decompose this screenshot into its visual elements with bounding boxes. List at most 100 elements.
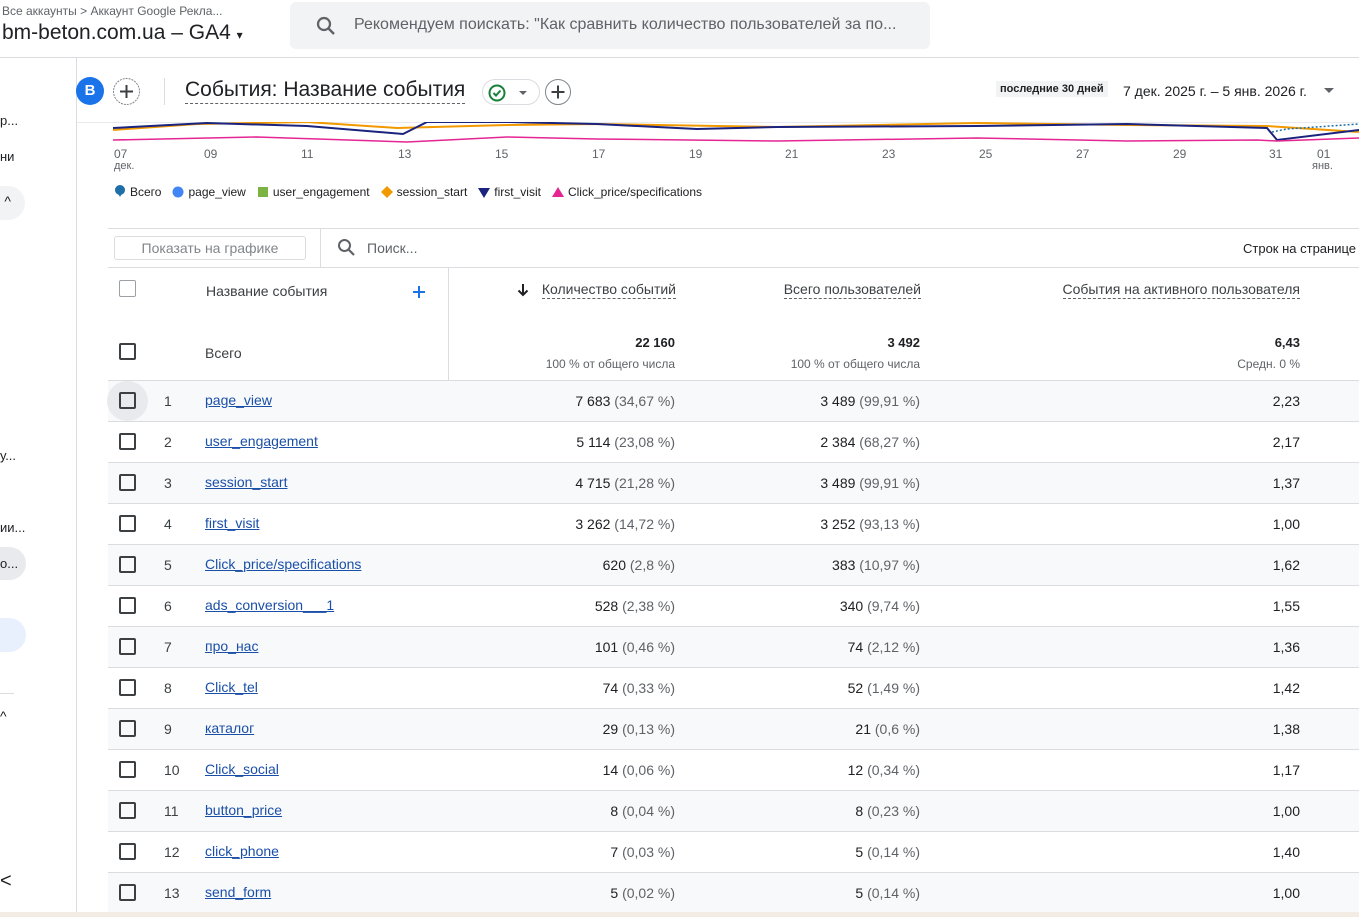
checkbox-hover <box>107 381 148 421</box>
users-cell: 5 (0,14 %) <box>855 885 920 901</box>
avatar[interactable]: B <box>76 77 104 105</box>
events-share: (2,8 %) <box>629 557 675 573</box>
table-row <box>108 791 1359 832</box>
users-cell: 8 (0,23 %) <box>855 803 920 819</box>
legend-item[interactable]: user_engagement <box>256 185 370 199</box>
legend-item[interactable]: session_start <box>380 185 467 199</box>
event-name[interactable]: ads_conversion___1 <box>205 597 335 613</box>
row-checkbox[interactable] <box>119 556 136 573</box>
sort-icon <box>517 284 529 297</box>
total-note: 100 % от общего числа <box>545 357 675 371</box>
column-header[interactable]: Количество событий <box>541 281 676 299</box>
users-count: 52 <box>847 680 864 696</box>
sidebar-item[interactable]: о... <box>0 556 19 571</box>
x-axis-label: 09 <box>204 147 218 161</box>
events-share: (0,33 %) <box>622 680 675 696</box>
sidebar-item[interactable]: ии... <box>0 520 26 535</box>
row-checkbox[interactable] <box>119 515 136 532</box>
events-count: 7 <box>610 844 619 860</box>
breadcrumb[interactable]: Все аккаунты > Аккаунт Google Рекла... <box>2 4 223 18</box>
sidebar-item[interactable]: у... <box>0 448 17 463</box>
divider <box>108 267 1359 268</box>
chart-line-fragment <box>1271 123 1359 133</box>
events-share: (0,03 %) <box>622 844 675 860</box>
collapse-sidebar[interactable]: < <box>0 870 12 892</box>
rows-per-page[interactable]: Строк на странице <box>1243 241 1357 256</box>
events-cell: 7 683 (34,67 %) <box>575 393 675 409</box>
row-checkbox[interactable] <box>119 802 136 819</box>
row-checkbox[interactable] <box>119 679 136 696</box>
events-per-user: 1,55 <box>1272 598 1300 614</box>
row-checkbox[interactable] <box>119 720 136 737</box>
property-selector[interactable]: bm-beton.com.ua – GA4 ▾ <box>2 21 243 44</box>
event-name[interactable]: first_visit <box>205 515 260 531</box>
totals-label: Всего <box>205 345 242 361</box>
breadcrumb-item[interactable]: Все аккаунты <box>2 4 77 18</box>
row-checkbox[interactable] <box>119 843 136 860</box>
row-checkbox[interactable] <box>119 474 136 491</box>
users-count: 3 489 <box>820 475 856 491</box>
row-index: 6 <box>164 598 172 614</box>
add-dimension[interactable] <box>411 284 427 300</box>
row-checkbox[interactable] <box>119 597 136 614</box>
search-box[interactable]: Рекомендуем поискать: "Как сравнить коли… <box>290 2 930 49</box>
events-cell: 7 (0,03 %) <box>610 844 675 860</box>
events-share: (14,72 %) <box>614 516 675 532</box>
events-count: 3 262 <box>575 516 611 532</box>
event-name[interactable]: send_form <box>205 884 272 900</box>
users-count: 383 <box>832 557 856 573</box>
events-count: 4 715 <box>575 475 611 491</box>
date-range[interactable]: 7 дек. 2025 г. – 5 янв. 2026 г. <box>1123 83 1307 99</box>
select-all-checkbox[interactable] <box>119 280 136 297</box>
event-name[interactable]: click_phone <box>205 843 279 859</box>
event-name[interactable]: про_нас <box>205 638 259 654</box>
row-checkbox[interactable] <box>119 638 136 655</box>
events-count: 29 <box>602 721 619 737</box>
date-dropdown[interactable] <box>1322 85 1336 97</box>
event-name[interactable]: session_start <box>205 474 288 490</box>
report-title: События: Название события <box>185 78 466 104</box>
column-header[interactable]: Всего пользователей <box>783 281 921 299</box>
legend-item[interactable]: Всего <box>113 185 161 199</box>
row-checkbox[interactable] <box>119 761 136 778</box>
events-cell: 4 715 (21,28 %) <box>575 475 675 491</box>
events-share: (21,28 %) <box>614 475 675 491</box>
event-name[interactable]: user_engagement <box>205 433 318 449</box>
row-checkbox[interactable] <box>119 343 136 360</box>
events-cell: 620 (2,8 %) <box>603 557 675 573</box>
row-checkbox[interactable] <box>119 433 136 450</box>
event-name[interactable]: Click_price/specifications <box>205 556 362 572</box>
column-header[interactable]: События на активного пользователя <box>1062 281 1300 299</box>
row-checkbox[interactable] <box>119 884 136 901</box>
breadcrumb-item[interactable]: Аккаунт Google Рекла... <box>90 4 223 18</box>
add-report[interactable] <box>544 78 573 107</box>
x-axis-month: янв. <box>1312 160 1333 172</box>
users-count: 21 <box>855 721 871 737</box>
add-comparison[interactable] <box>112 77 141 106</box>
event-name[interactable]: button_price <box>205 802 283 818</box>
legend-item[interactable]: page_view <box>171 185 246 199</box>
row-index: 13 <box>164 885 180 901</box>
event-name[interactable]: Click_tel <box>205 679 258 695</box>
sidebar-item[interactable]: ни <box>0 149 15 164</box>
column-header[interactable]: Название события <box>206 283 328 299</box>
table-search[interactable]: Поиск... <box>367 240 418 256</box>
event-name[interactable]: page_view <box>205 392 272 408</box>
x-axis-label: 25 <box>979 147 993 161</box>
users-share: (2,12 %) <box>867 639 920 655</box>
users-cell: 5 (0,14 %) <box>855 844 920 860</box>
sidebar-item[interactable]: р... <box>0 113 19 128</box>
collapse-button[interactable]: ^ <box>0 708 7 724</box>
report-status[interactable] <box>482 79 540 105</box>
chart-line-fragment <box>112 136 1359 143</box>
event-name[interactable]: каталог <box>205 720 255 736</box>
row-checkbox[interactable] <box>119 392 136 409</box>
legend-item[interactable]: Click_price/specifications <box>551 185 702 199</box>
event-name[interactable]: Click_social <box>205 761 279 777</box>
events-share: (23,08 %) <box>614 434 675 450</box>
legend-item[interactable]: first_visit <box>477 185 541 199</box>
users-share: (68,27 %) <box>859 434 920 450</box>
users-share: (0,34 %) <box>867 762 920 778</box>
show-on-chart-button[interactable]: Показать на графике <box>114 236 306 260</box>
